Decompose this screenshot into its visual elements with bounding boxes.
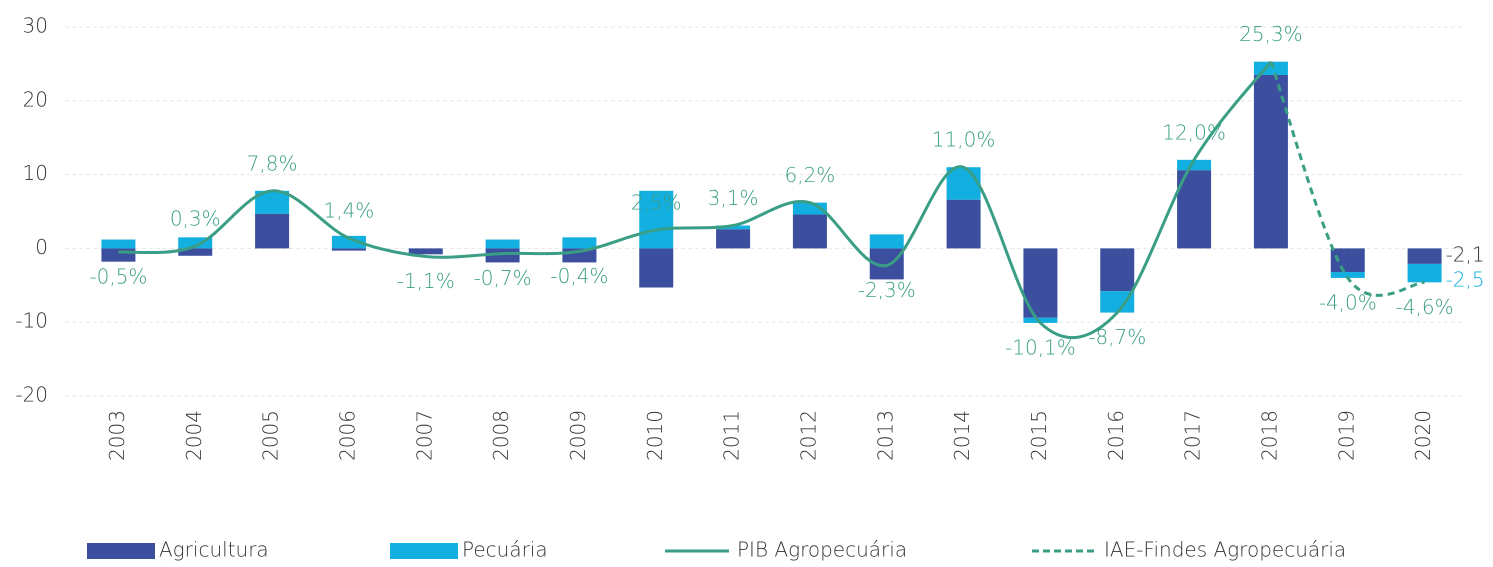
bar (869, 234, 904, 249)
legend-label: Pecuária (462, 538, 548, 562)
y-tick-label: 10 (23, 161, 48, 185)
data-label: -2,3% (858, 278, 916, 302)
y-tick-label: 0 (35, 235, 48, 259)
line (1269, 61, 1425, 297)
x-tick-label: 2004 (182, 410, 206, 461)
legend-label: PIB Agropecuária (737, 538, 907, 562)
bar (792, 202, 827, 215)
data-label: -1,1% (397, 269, 455, 293)
bar (946, 167, 981, 200)
bar (178, 248, 213, 256)
x-tick-label: 2019 (1334, 410, 1358, 461)
bar (1023, 317, 1058, 323)
bar (178, 237, 213, 249)
line (118, 60, 1273, 340)
bar (716, 225, 751, 230)
legend-label: IAE-Findes Agropecuária (1104, 538, 1346, 562)
bar (255, 213, 290, 249)
bar (1407, 263, 1442, 283)
x-tick-label: 2003 (105, 410, 129, 461)
data-label: -10,1% (1005, 335, 1076, 359)
x-tick-label: 2018 (1257, 410, 1281, 461)
x-tick-label: 2005 (259, 410, 283, 461)
data-label: 25,3% (1239, 22, 1303, 46)
bar (255, 190, 290, 214)
legend-label: Agricultura (159, 538, 269, 562)
bar (1100, 248, 1135, 292)
data-label: -0,4% (550, 264, 608, 288)
data-label: 2,5% (631, 190, 682, 214)
bar (485, 239, 520, 249)
bar (1330, 272, 1365, 278)
x-tick-label: 2006 (335, 410, 359, 461)
data-label: 11,0% (932, 128, 996, 152)
bar (331, 235, 366, 249)
x-tick-label: 2008 (489, 410, 513, 461)
bar (408, 248, 443, 255)
x-tick-label: 2009 (566, 410, 590, 461)
bar (1330, 248, 1365, 273)
x-tick-label: 2020 (1411, 410, 1435, 461)
x-tick-label: 2010 (643, 410, 667, 461)
bar (1407, 248, 1442, 264)
data-label: -0,5% (89, 265, 147, 289)
x-tick-label: 2013 (873, 410, 897, 461)
x-tick-label: 2015 (1027, 410, 1051, 461)
data-label: 12,0% (1162, 120, 1226, 144)
x-tick-label: 2012 (796, 410, 820, 461)
bar (331, 248, 366, 251)
data-label: -2,1 (1446, 243, 1485, 267)
y-tick-label: -10 (15, 309, 48, 333)
bar (485, 248, 520, 263)
data-label: -4,0% (1319, 290, 1377, 314)
y-tick-label: 20 (23, 87, 48, 111)
x-tick-label: 2016 (1104, 410, 1128, 461)
data-label: 3,1% (708, 186, 759, 210)
bar (1100, 291, 1135, 313)
bar (1177, 159, 1212, 171)
bar (946, 199, 981, 249)
y-tick-label: 30 (23, 14, 48, 38)
bar (101, 239, 136, 249)
data-label: 7,8% (247, 151, 298, 175)
bar (639, 190, 674, 249)
data-label: -2,5 (1446, 268, 1485, 292)
bar (716, 229, 751, 249)
x-tick-label: 2014 (950, 410, 974, 461)
x-tick-label: 2017 (1181, 410, 1205, 461)
x-tick-label: 2007 (412, 410, 436, 461)
data-label: 6,2% (785, 163, 836, 187)
data-label: 1,4% (324, 199, 375, 223)
x-tick-label: 2011 (720, 410, 744, 461)
bar (792, 214, 827, 249)
data-label: -4,6% (1396, 295, 1454, 319)
legend-swatch (87, 543, 155, 559)
bar (1253, 74, 1288, 249)
data-label: -8,7% (1088, 325, 1146, 349)
data-label: -0,7% (474, 266, 532, 290)
bar (101, 248, 136, 262)
legend-swatch (390, 543, 458, 559)
data-label: 0,3% (170, 207, 221, 231)
bar (562, 237, 597, 249)
y-tick-label: -20 (15, 383, 48, 407)
bar (639, 248, 674, 288)
